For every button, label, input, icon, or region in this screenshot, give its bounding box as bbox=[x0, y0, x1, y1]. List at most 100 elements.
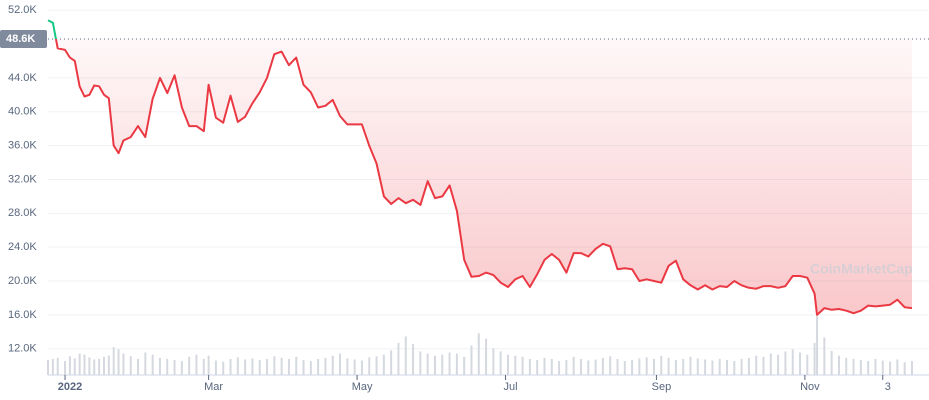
volume-bar bbox=[433, 355, 436, 375]
volume-bar bbox=[382, 354, 385, 375]
volume-bar bbox=[426, 353, 429, 375]
volume-bar bbox=[769, 353, 772, 375]
y-tick-label: 20.0K bbox=[8, 275, 37, 287]
volume-bar bbox=[638, 358, 641, 375]
volume-bar bbox=[867, 361, 870, 375]
volume-bar bbox=[73, 358, 76, 375]
volume-bar bbox=[762, 356, 765, 375]
volume-bar bbox=[360, 360, 363, 375]
volume-bar bbox=[881, 360, 884, 375]
volume-bar bbox=[302, 360, 305, 375]
volume-bar bbox=[492, 348, 495, 375]
volume-bar bbox=[609, 356, 612, 375]
volume-bar bbox=[244, 359, 247, 375]
volume-bar bbox=[353, 359, 356, 375]
volume-bar bbox=[594, 359, 597, 375]
volume-bar bbox=[404, 336, 407, 375]
volume-bar bbox=[273, 356, 276, 375]
volume-bar bbox=[188, 356, 191, 375]
volume-bar bbox=[251, 358, 254, 375]
y-tick-label: 44.0K bbox=[8, 72, 37, 84]
volume-bar bbox=[674, 360, 677, 375]
volume-bar bbox=[660, 355, 663, 375]
baseline-label-box bbox=[0, 29, 47, 48]
volume-bar bbox=[324, 357, 327, 375]
y-tick-label: 32.0K bbox=[8, 173, 37, 185]
y-tick-label: 52.0K bbox=[8, 4, 37, 16]
volume-bar bbox=[747, 357, 750, 375]
volume-bar bbox=[543, 357, 546, 375]
volume-bar bbox=[791, 349, 794, 375]
volume-bar bbox=[122, 353, 125, 375]
volume-bar bbox=[222, 361, 225, 375]
volume-bar bbox=[874, 358, 877, 375]
volume-bar bbox=[579, 358, 582, 375]
volume-bar bbox=[631, 360, 634, 375]
volume-bar bbox=[550, 358, 553, 375]
volume-bar bbox=[98, 358, 101, 375]
volume-bar bbox=[689, 356, 692, 375]
volume-bar bbox=[195, 354, 198, 375]
volume-bar bbox=[470, 345, 473, 375]
volume-bar bbox=[696, 358, 699, 375]
volume-bar bbox=[68, 356, 71, 375]
volume-bar bbox=[910, 361, 913, 375]
volume-bar bbox=[88, 357, 91, 375]
volume-bar bbox=[616, 358, 619, 375]
volume-bar bbox=[93, 359, 96, 375]
x-tick-label: Jul bbox=[504, 381, 518, 393]
volume-bar bbox=[704, 359, 707, 375]
x-tick-label: Sep bbox=[652, 381, 672, 393]
volume-bar bbox=[777, 354, 780, 375]
volume-bar bbox=[173, 360, 176, 375]
volume-bar bbox=[64, 361, 67, 375]
volume-bar bbox=[202, 358, 205, 375]
baseline-label: 48.6K bbox=[6, 33, 35, 45]
volume-bar bbox=[896, 359, 899, 375]
volume-bar bbox=[726, 360, 729, 375]
y-tick-label: 24.0K bbox=[8, 241, 37, 253]
volume-bar bbox=[667, 357, 670, 375]
volume-bar bbox=[56, 357, 59, 375]
volume-bar bbox=[258, 360, 261, 375]
volume-bar bbox=[816, 316, 819, 375]
volume-bar bbox=[368, 357, 371, 375]
volume-bar bbox=[889, 361, 892, 375]
volume-bar bbox=[755, 355, 758, 375]
volume-bar bbox=[47, 360, 49, 375]
volume-bar bbox=[652, 358, 655, 375]
x-tick-label: 2022 bbox=[58, 381, 82, 393]
volume-bar bbox=[499, 351, 502, 375]
volume-bar bbox=[558, 361, 561, 375]
volume-bar bbox=[180, 361, 183, 375]
volume-bar bbox=[806, 354, 809, 375]
volume-bar bbox=[485, 338, 488, 375]
volume-bar bbox=[830, 350, 833, 375]
volume-bar bbox=[102, 356, 105, 375]
volume-bar bbox=[78, 353, 81, 375]
volume-bar bbox=[441, 354, 444, 375]
volume-bar bbox=[823, 337, 826, 375]
volume-bar bbox=[214, 360, 217, 375]
x-tick-label: Mar bbox=[204, 381, 223, 393]
volume-bar bbox=[587, 360, 590, 375]
area-fill bbox=[48, 38, 912, 315]
volume-bar bbox=[229, 358, 232, 375]
volume-bar bbox=[390, 350, 393, 375]
volume-bar bbox=[158, 357, 161, 375]
x-tick-label: May bbox=[352, 381, 373, 393]
volume-bar bbox=[740, 358, 743, 375]
volume-bar bbox=[506, 354, 509, 375]
volume-bar bbox=[419, 351, 422, 375]
y-tick-label: 12.0K bbox=[8, 343, 37, 355]
y-tick-label: 16.0K bbox=[8, 309, 37, 321]
volume-bar bbox=[137, 358, 140, 375]
volume-bar bbox=[166, 358, 169, 375]
volume-bar bbox=[733, 361, 736, 375]
volume-bar bbox=[51, 358, 54, 375]
volume-bar bbox=[280, 357, 283, 375]
volume-bar bbox=[711, 360, 714, 375]
volume-bar bbox=[236, 357, 239, 375]
volume-bar bbox=[845, 357, 848, 375]
